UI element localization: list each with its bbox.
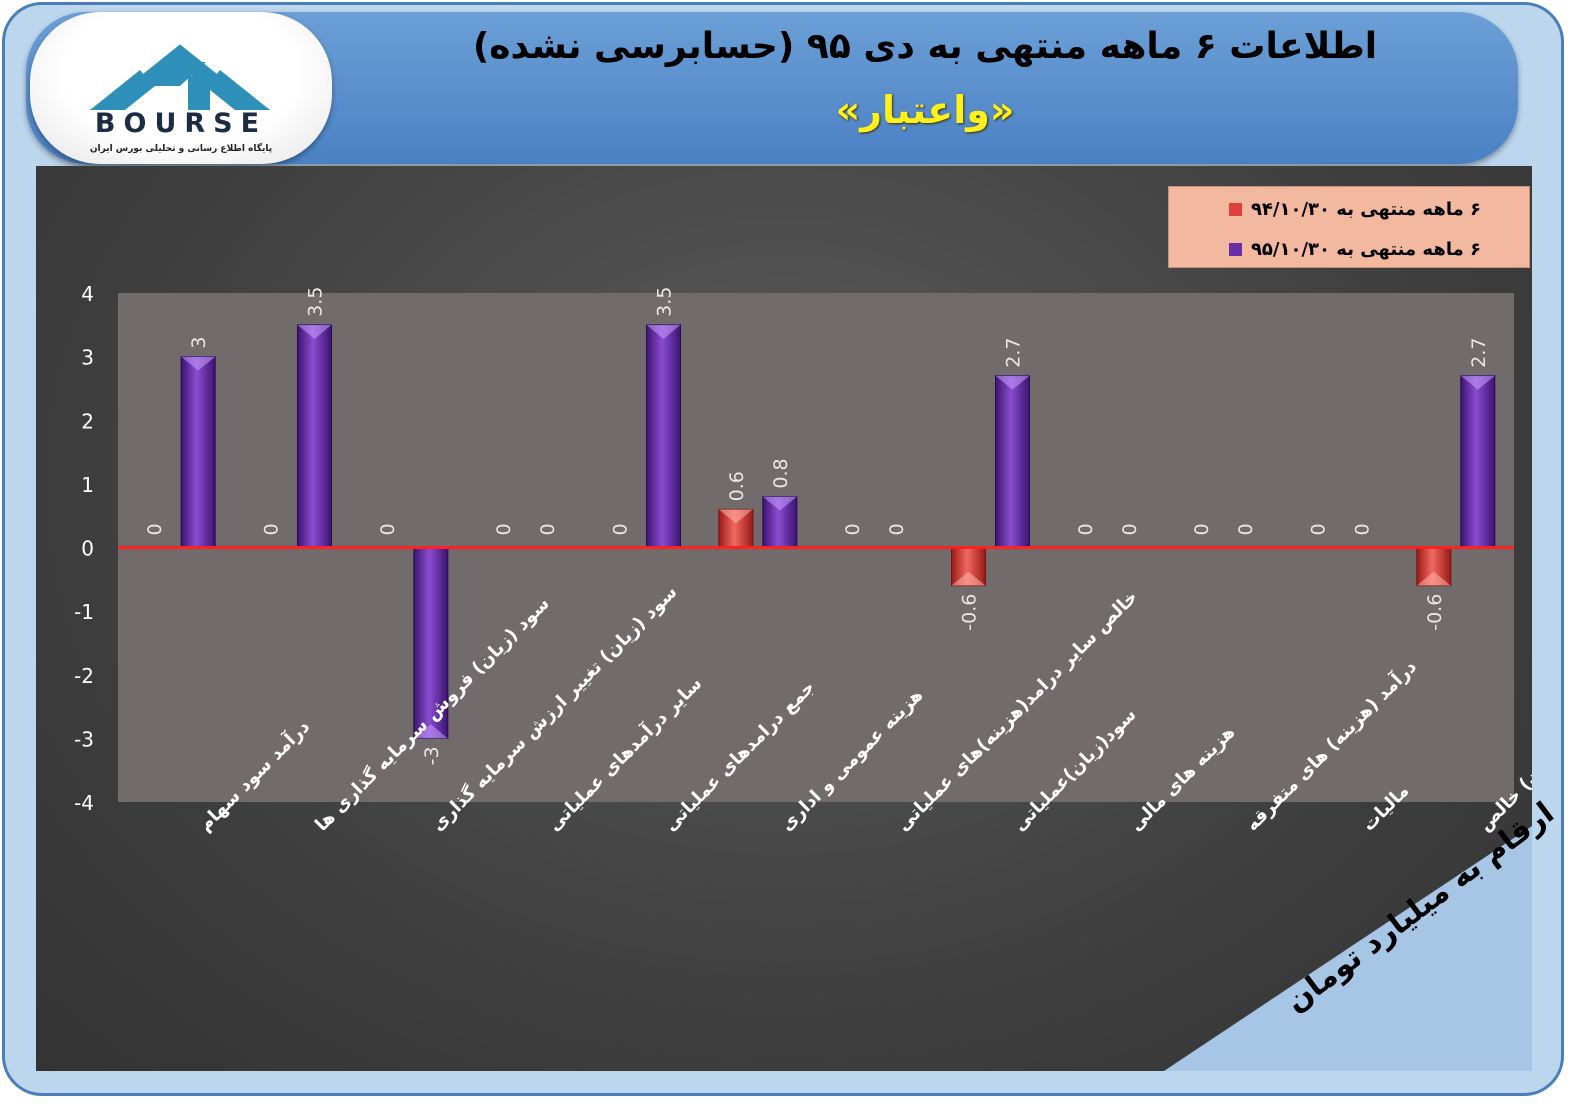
data-labels: 0 0 0 0 0 0.6 0 -0.6 0 0 0 -0.6 3 3.5 -3 0 3.5 0.8 0 2.7 0 0 0… (144, 287, 1490, 766)
data-label-series-2: 2.7 (1003, 337, 1025, 367)
bar-bevel (297, 324, 332, 339)
page-title: اطلاعات ۶ ماهه منتهی به دی ۹۵ (حسابرسی ن… (472, 26, 1378, 67)
logo-text: BOURSE (94, 108, 268, 139)
data-label-series-2: 3 (188, 337, 210, 349)
bar-bevel (646, 324, 681, 339)
y-tick-label: 1 (81, 473, 94, 497)
bar-bevel (718, 509, 753, 524)
bar-series-2 (297, 324, 332, 548)
y-tick-label: 3 (81, 346, 94, 370)
data-label-series-2: 0 (1352, 523, 1374, 535)
legend-swatch-series-1 (1229, 203, 1242, 216)
legend-swatch-series-2 (1229, 243, 1242, 256)
data-label-series-1: 0 (842, 523, 864, 535)
data-label-series-1: 0 (1075, 523, 1097, 535)
bar-bevel (1416, 571, 1451, 586)
bar-bevel (762, 496, 797, 511)
y-tick-label: -4 (74, 791, 94, 815)
data-label-series-1: -0.6 (959, 594, 981, 631)
data-label-series-2: 2.7 (1468, 337, 1490, 367)
data-label-series-2: 0 (1235, 523, 1257, 535)
y-tick-label: -2 (74, 664, 94, 688)
legend-label-series-2: ۶ ماهه منتهی به ۹۵/۱۰/۳۰ (1250, 239, 1481, 260)
bar-series-2 (180, 356, 216, 548)
y-tick-label: 0 (81, 537, 94, 561)
legend-item-series-2: ۶ ماهه منتهی به ۹۵/۱۰/۳۰ (1251, 239, 1481, 260)
data-label-series-1: 0 (610, 523, 632, 535)
bar-series-2 (995, 375, 1030, 548)
data-label-series-2: 0 (886, 523, 908, 535)
bar-bevel (951, 571, 986, 586)
y-tick-label: -1 (74, 600, 94, 624)
data-label-series-1: 0 (1191, 523, 1213, 535)
bar-series-2 (1460, 375, 1496, 548)
data-label-series-1: 0 (377, 523, 399, 535)
logo-mountain-icon (90, 31, 270, 110)
data-label-series-1: 0.6 (726, 471, 748, 501)
bar-series-2 (646, 324, 681, 548)
bar-bevel (413, 724, 448, 739)
bourse-logo: BOURSE پایگاه اطلاع رسانی و تحلیلی بورس … (30, 12, 332, 164)
data-label-series-1: 0 (493, 523, 515, 535)
data-label-series-2: 3.5 (305, 287, 327, 317)
unit-banner (1164, 826, 1532, 1071)
y-tick-label: -3 (74, 727, 94, 751)
data-label-series-1: -0.6 (1424, 594, 1446, 631)
data-label-series-1: 0 (261, 523, 283, 535)
bar-bevel (995, 375, 1030, 390)
company-name: «واعتبار» (835, 88, 1015, 132)
data-label-series-2: 0.8 (770, 458, 792, 488)
bar-series-2 (413, 547, 449, 739)
logo-tagline: پایگاه اطلاع رسانی و تحلیلی بورس ایران (89, 144, 273, 154)
data-label-series-2: -3 (421, 746, 443, 765)
bar-chart: 4 3 2 1 0 -1 -2 -3 -4 0 0 0 0 0 0.6 0 -0.6 0 0 0 -0.6 3 3.5 -3… (74, 282, 1532, 836)
y-tick-label: 4 (81, 282, 94, 306)
data-label-series-2: 0 (537, 523, 559, 535)
legend-item-series-1: ۶ ماهه منتهی به ۹۴/۱۰/۳۰ (1251, 199, 1481, 220)
legend-label-series-1: ۶ ماهه منتهی به ۹۴/۱۰/۳۰ (1250, 199, 1481, 220)
y-axis: 4 3 2 1 0 -1 -2 -3 -4 (74, 282, 94, 815)
bars (180, 324, 1496, 739)
bar-bevel (1460, 375, 1495, 390)
data-label-series-1: 0 (144, 523, 166, 535)
data-label-series-2: 3.5 (654, 287, 676, 317)
data-label-series-1: 0 (1308, 523, 1330, 535)
y-tick-label: 2 (81, 409, 94, 433)
data-label-series-2: 0 (1119, 523, 1141, 535)
bar-bevel (181, 356, 216, 371)
legend: ۶ ماهه منتهی به ۹۴/۱۰/۳۰ ۶ ماهه منتهی به… (1168, 186, 1530, 268)
